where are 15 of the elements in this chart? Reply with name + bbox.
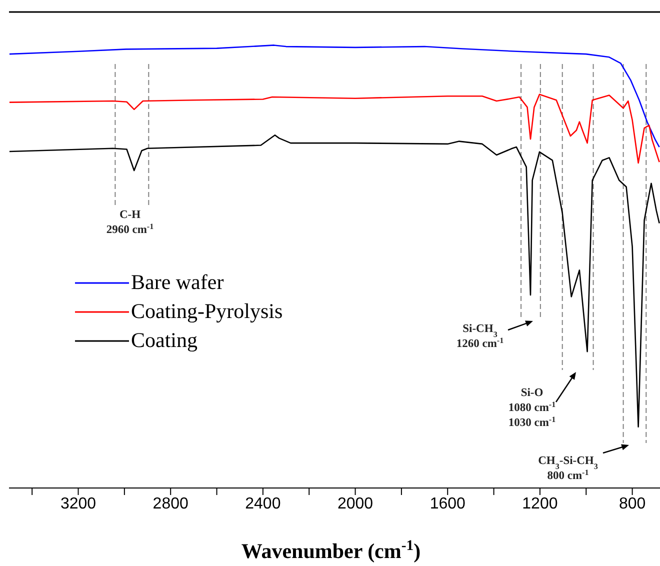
x-axis-title: Wavenumber (cm$^{-1}$) <box>241 538 421 563</box>
legend-label: Coating-Pyrolysis <box>131 299 283 324</box>
annotation: C-H 2960 cm$^{-1}$ <box>106 209 154 236</box>
x-tick-label: 3200 <box>60 495 96 512</box>
text: CH$_{3}$-Si-CH$_{3}$ 800 cm$^{-1}$ <box>538 455 598 482</box>
x-tick-label: 2800 <box>152 495 188 512</box>
annotation: Si-CH$_{3}$ 1260 cm$^{-1}$ <box>456 323 504 350</box>
annotation: Si-O 1080 cm$^{-1}$ 1030 cm$^{-1}$ <box>508 387 556 429</box>
legend-label: Coating <box>131 328 198 353</box>
legend-label: Bare wafer <box>131 270 224 295</box>
x-tick-label: 800 <box>618 495 646 512</box>
x-tick-label: 1600 <box>430 495 466 512</box>
x-tick-label: 2000 <box>337 495 374 512</box>
x-tick-label: 1200 <box>522 495 558 512</box>
x-tick-label: 2400 <box>245 495 281 512</box>
